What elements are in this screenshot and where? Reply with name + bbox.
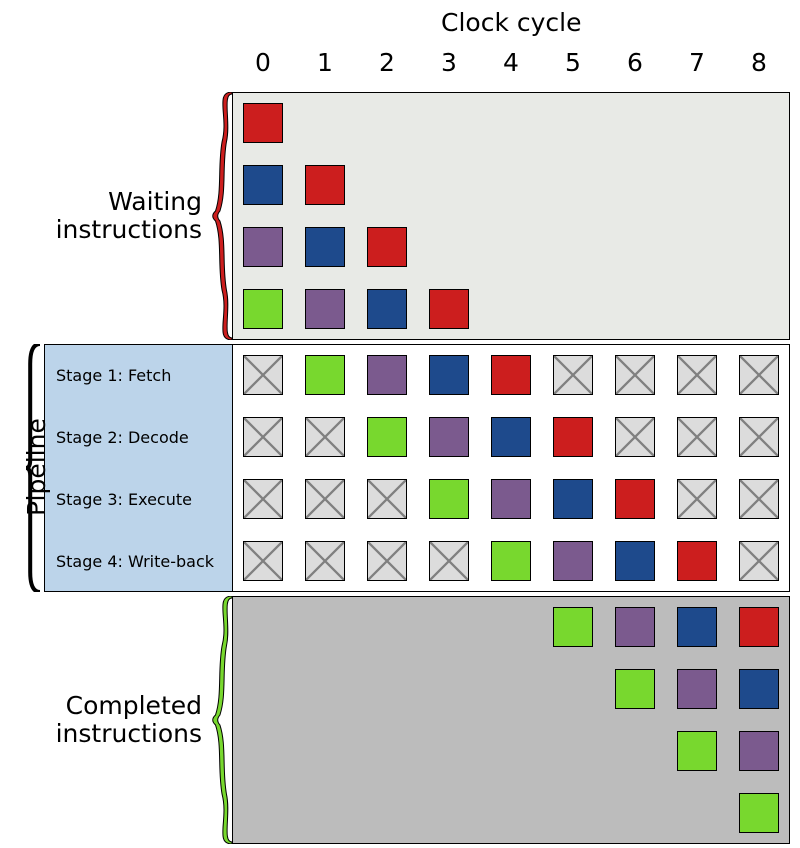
col-label-8: 8: [729, 48, 789, 77]
completed-cell-r3-c8-green: [739, 793, 779, 833]
brace-completed: [210, 596, 232, 844]
pipeline-cell-r2-c6-red: [615, 479, 655, 519]
label-completed: Completedinstructions: [56, 692, 202, 747]
pipeline-cell-r3-c8-empty: [739, 541, 779, 581]
pipeline-cell-r0-c5-empty: [553, 355, 593, 395]
pipeline-cell-r3-c1-empty: [305, 541, 345, 581]
pipeline-cell-r2-c2-empty: [367, 479, 407, 519]
pipeline-cell-r1-c5-red: [553, 417, 593, 457]
pipeline-cell-r1-c4-blue: [491, 417, 531, 457]
pipeline-cell-r0-c8-empty: [739, 355, 779, 395]
completed-cell-r0-c5-green: [553, 607, 593, 647]
completed-cell-r0-c8-red: [739, 607, 779, 647]
waiting-cell-r2-c0-purple: [243, 227, 283, 267]
pipeline-cell-r0-c7-empty: [677, 355, 717, 395]
pipeline-cell-r0-c6-empty: [615, 355, 655, 395]
stage-label-2: Stage 3: Execute: [56, 490, 192, 509]
col-label-6: 6: [605, 48, 665, 77]
pipeline-cell-r2-c4-purple: [491, 479, 531, 519]
col-label-3: 3: [419, 48, 479, 77]
pipeline-cell-r2-c1-empty: [305, 479, 345, 519]
stage-label-1: Stage 2: Decode: [56, 428, 189, 447]
col-label-7: 7: [667, 48, 727, 77]
waiting-cell-r2-c1-blue: [305, 227, 345, 267]
pipeline-cell-r1-c1-empty: [305, 417, 345, 457]
pipeline-cell-r1-c0-empty: [243, 417, 283, 457]
pipeline-cell-r3-c0-empty: [243, 541, 283, 581]
col-label-0: 0: [233, 48, 293, 77]
waiting-cell-r1-c1-red: [305, 165, 345, 205]
pipeline-cell-r1-c6-empty: [615, 417, 655, 457]
title: Clock cycle: [441, 8, 581, 37]
waiting-cell-r3-c2-blue: [367, 289, 407, 329]
completed-cell-r2-c8-purple: [739, 731, 779, 771]
waiting-cell-r3-c1-purple: [305, 289, 345, 329]
col-label-5: 5: [543, 48, 603, 77]
stage-label-3: Stage 4: Write-back: [56, 552, 214, 571]
pipeline-cell-r2-c3-green: [429, 479, 469, 519]
col-label-1: 1: [295, 48, 355, 77]
col-label-2: 2: [357, 48, 417, 77]
pipeline-cell-r2-c7-empty: [677, 479, 717, 519]
col-label-4: 4: [481, 48, 541, 77]
pipeline-cell-r3-c4-green: [491, 541, 531, 581]
waiting-cell-r3-c0-green: [243, 289, 283, 329]
pipeline-cell-r3-c2-empty: [367, 541, 407, 581]
stage-label-0: Stage 1: Fetch: [56, 366, 171, 385]
pipeline-cell-r1-c3-purple: [429, 417, 469, 457]
waiting-cell-r1-c0-blue: [243, 165, 283, 205]
brace-waiting: [210, 92, 232, 340]
pipeline-cell-r3-c6-blue: [615, 541, 655, 581]
completed-cell-r1-c6-green: [615, 669, 655, 709]
pipeline-cell-r2-c0-empty: [243, 479, 283, 519]
pipeline-cell-r3-c7-red: [677, 541, 717, 581]
pipeline-cell-r0-c4-red: [491, 355, 531, 395]
pipeline-cell-r3-c3-empty: [429, 541, 469, 581]
completed-cell-r0-c7-blue: [677, 607, 717, 647]
waiting-cell-r2-c2-red: [367, 227, 407, 267]
pipeline-cell-r0-c3-blue: [429, 355, 469, 395]
label-pipeline: Pipeline: [22, 418, 51, 516]
pipeline-cell-r1-c7-empty: [677, 417, 717, 457]
pipeline-cell-r0-c2-purple: [367, 355, 407, 395]
pipeline-cell-r2-c5-blue: [553, 479, 593, 519]
completed-cell-r0-c6-purple: [615, 607, 655, 647]
completed-cell-r1-c7-purple: [677, 669, 717, 709]
completed-cell-r1-c8-blue: [739, 669, 779, 709]
waiting-cell-r0-c0-red: [243, 103, 283, 143]
label-waiting: Waitinginstructions: [56, 188, 202, 243]
pipeline-cell-r0-c0-empty: [243, 355, 283, 395]
pipeline-cell-r2-c8-empty: [739, 479, 779, 519]
pipeline-cell-r3-c5-purple: [553, 541, 593, 581]
pipeline-cell-r0-c1-green: [305, 355, 345, 395]
pipeline-cell-r1-c8-empty: [739, 417, 779, 457]
pipeline-cell-r1-c2-green: [367, 417, 407, 457]
waiting-cell-r3-c3-red: [429, 289, 469, 329]
completed-cell-r2-c7-green: [677, 731, 717, 771]
